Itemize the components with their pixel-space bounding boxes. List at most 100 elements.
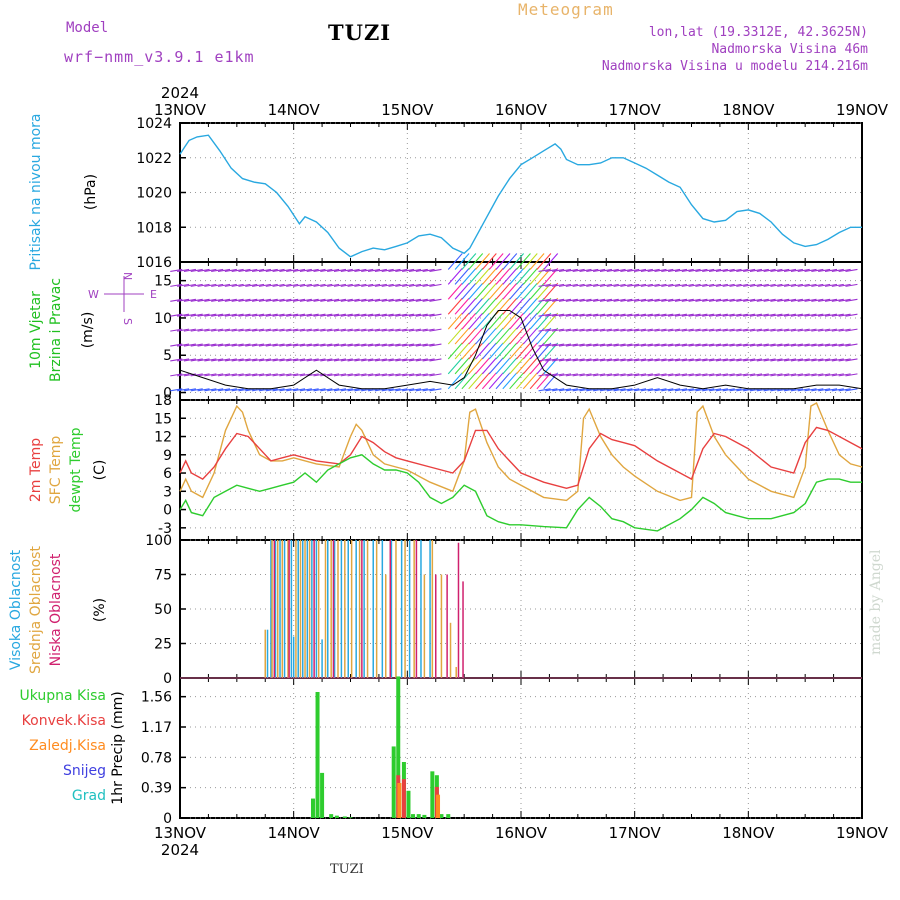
wind-arrow <box>818 343 831 347</box>
wind-arrow <box>654 388 667 392</box>
wind-arrow <box>743 298 756 302</box>
y-tick-label: 100 <box>145 533 172 549</box>
wind-arrow <box>770 268 783 273</box>
wind-arrow <box>361 298 374 302</box>
wind-arrow <box>763 298 776 302</box>
wind-arrow <box>736 358 749 362</box>
wind-arrow <box>292 283 306 287</box>
wind-arrow <box>613 313 626 317</box>
wind-arrow <box>502 282 518 300</box>
wind-arrow <box>777 343 790 347</box>
wind-arrow <box>831 313 844 317</box>
wind-arrow <box>845 388 858 392</box>
wind-arrow <box>579 373 592 377</box>
wind-arrow <box>306 328 319 332</box>
wind-arrow <box>495 297 511 315</box>
wind-arrow <box>333 343 347 347</box>
wind-arrow <box>286 373 299 377</box>
wind-arrow <box>743 283 756 287</box>
wind-arrow <box>647 358 660 362</box>
wind-arrow <box>620 298 633 302</box>
wind-arrow <box>381 313 394 317</box>
wind-arrow <box>395 388 408 392</box>
wind-arrow <box>552 313 565 317</box>
wind-arrow <box>217 358 231 362</box>
wind-arrow <box>211 343 224 347</box>
y-tick-label: 1.17 <box>141 720 172 736</box>
wind-arrow <box>538 283 551 287</box>
wind-arrow <box>429 283 442 287</box>
wind-arrow <box>627 283 640 287</box>
wind-arrow <box>558 298 572 302</box>
wind-arrow <box>627 343 640 347</box>
wind-arrow <box>522 312 538 330</box>
wind-arrow <box>429 388 442 392</box>
wind-arrow <box>258 268 272 273</box>
wind-arrow <box>279 283 292 287</box>
wind-arrow <box>522 357 538 375</box>
wind-arrow <box>272 373 285 377</box>
wind-arrow <box>292 358 306 362</box>
wind-arrow <box>831 373 844 377</box>
wind-arrow <box>211 328 224 332</box>
wind-arrow <box>640 358 653 362</box>
y-tick-label: 1018 <box>136 220 172 236</box>
wind-arrow <box>743 358 756 362</box>
wind-arrow <box>613 358 626 362</box>
wind-arrow <box>749 298 763 302</box>
wind-arrow <box>313 388 326 392</box>
wind-arrow <box>538 388 551 392</box>
wind-arrow <box>299 328 312 332</box>
wind-arrow <box>245 313 258 317</box>
total-precip-bar <box>406 790 411 818</box>
wind-arrow <box>279 313 292 317</box>
wind-arrow <box>238 328 251 332</box>
wind-arrow <box>502 327 518 345</box>
wind-arrow <box>313 283 326 287</box>
wind-arrow <box>224 313 237 317</box>
wind-arrow <box>613 328 626 332</box>
wind-arrow <box>395 268 408 273</box>
wind-arrow <box>461 372 477 390</box>
wind-arrow <box>599 313 613 317</box>
wind-arrow <box>279 388 292 392</box>
y-tick-label: 15 <box>154 411 172 427</box>
wind-arrow <box>708 358 722 362</box>
wind-arrow <box>395 298 408 302</box>
wind-arrow <box>538 313 551 317</box>
wind-arrow <box>606 358 619 362</box>
wind-arrow <box>217 283 231 287</box>
wind-arrow <box>620 328 633 332</box>
y-tick-label: 1022 <box>136 151 172 167</box>
wind-arrow <box>238 268 251 273</box>
wind-arrow <box>258 328 272 332</box>
wind-arrow <box>572 313 585 317</box>
wind-arrow <box>306 388 319 392</box>
wind-arrow <box>586 298 599 302</box>
wind-arrow <box>695 358 708 362</box>
wind-arrow <box>238 298 251 302</box>
wind-arrow <box>613 268 626 273</box>
wind-arrow <box>702 313 715 317</box>
wind-arrow <box>265 328 278 332</box>
wind-arrow <box>502 253 518 270</box>
wind-arrow <box>558 328 572 332</box>
wind-arrow <box>340 358 353 362</box>
wind-arrow <box>558 283 572 287</box>
wind-arrow <box>702 388 715 392</box>
wind-arrow <box>361 343 374 347</box>
wind-arrow <box>743 268 756 273</box>
wind-arrow <box>245 328 258 332</box>
wind-arrow <box>447 297 463 315</box>
wind-arrow <box>170 298 183 302</box>
wind-arrow <box>668 268 681 273</box>
wind-arrow <box>516 327 531 345</box>
wind-arrow <box>279 343 292 347</box>
wind-arrow <box>429 343 442 347</box>
wind-arrow <box>552 328 565 332</box>
wind-arrow <box>565 343 578 347</box>
wind-arrow <box>545 268 558 273</box>
wind-arrow <box>736 313 749 317</box>
wind-arrow <box>454 327 470 345</box>
